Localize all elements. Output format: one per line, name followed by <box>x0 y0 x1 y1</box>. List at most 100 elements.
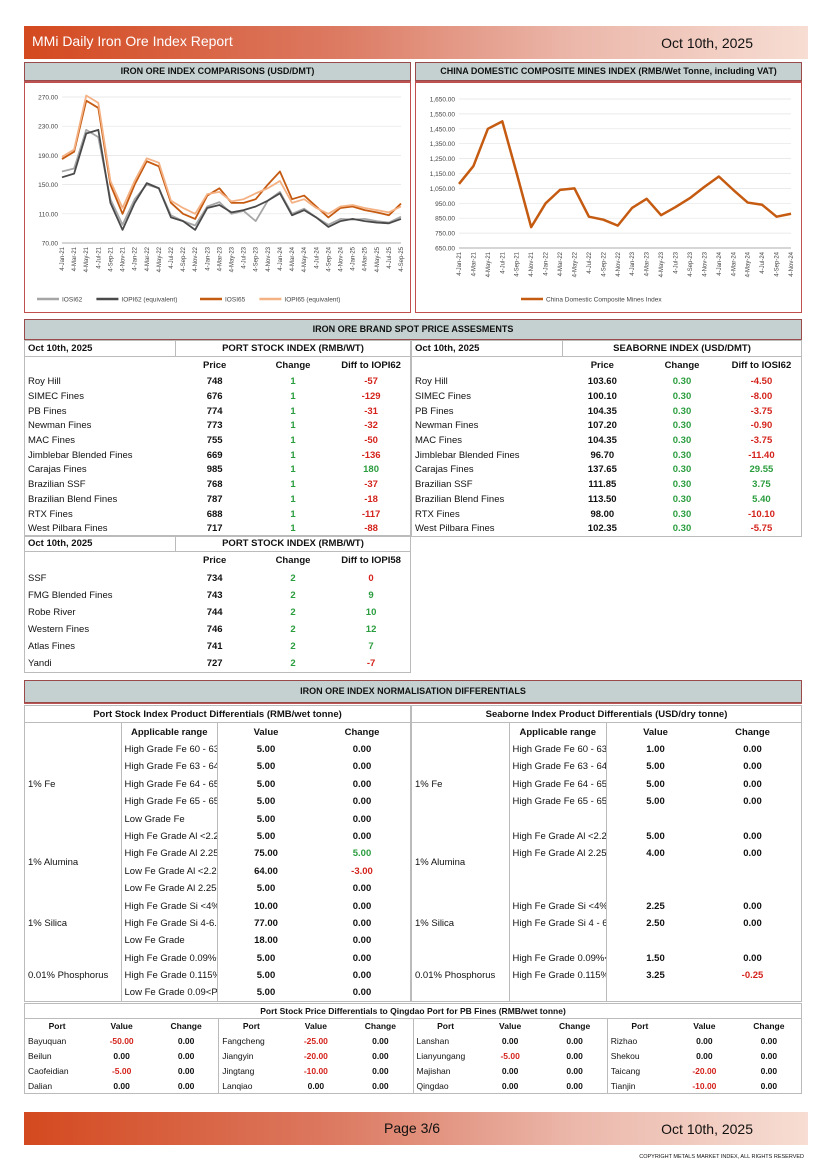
brand-name: FMG Blended Fines <box>28 589 113 601</box>
price: 669 <box>206 449 223 461</box>
change: -0.25 <box>741 970 764 982</box>
column-header: Change <box>275 360 311 372</box>
price: 100.10 <box>587 391 617 403</box>
port-stock-brand-table: Oct 10th, 2025 PORT STOCK INDEX (RMB/WT) P… <box>24 340 411 537</box>
left-chart-title: IRON ORE INDEX COMPARISONS (USD/DMT) <box>24 62 411 81</box>
value: 1.00 <box>646 744 665 756</box>
table-row: Low Fe Grade Al <2.25% 64.00 -3.00 <box>25 862 411 881</box>
port-name: Lanshan <box>412 1033 478 1049</box>
table-row: PB Fines 104.35 0.30 -3.75 <box>412 404 802 419</box>
column-header: Change <box>364 1021 396 1032</box>
change: 1 <box>290 391 296 403</box>
table-row: Newman Fines 773 1 -32 <box>25 419 411 434</box>
brand-name: PB Fines <box>415 405 454 417</box>
table-row: Low Grade Fe 5.00 0.00 <box>25 810 411 828</box>
diff: -31 <box>364 405 378 417</box>
change <box>704 810 802 827</box>
applicable-range: Low Fe Grade Al 2.25-4% <box>120 880 218 898</box>
table-row: Brazilian SSF 768 1 -37 <box>25 477 411 492</box>
change: 1 <box>290 493 296 505</box>
port-name: Bayuquan <box>28 1036 67 1046</box>
table-row: FMG Blended Fines 743 2 9 <box>25 587 411 604</box>
price: 768 <box>206 479 223 491</box>
brand-name: RTX Fines <box>28 508 73 520</box>
column-header: Value <box>499 1021 522 1032</box>
legend-label: IOSI62 <box>62 297 83 304</box>
change <box>704 984 802 1001</box>
y-tick-label: 1,250.00 <box>430 156 456 163</box>
price: 773 <box>206 420 223 432</box>
port-name: Majishan <box>412 1063 478 1079</box>
diff: 180 <box>363 464 379 476</box>
value: 4.00 <box>646 848 665 860</box>
x-tick-label: 4-Sep-23 <box>254 246 260 271</box>
x-tick-label: 4-Mar-21 <box>471 251 477 276</box>
value <box>607 880 705 897</box>
port-name: Jiangyin <box>218 1048 284 1064</box>
value: 75.00 <box>254 848 278 860</box>
change: 0.00 <box>743 761 762 773</box>
price: 96.70 <box>590 449 615 461</box>
brand-name: West Pilbara Fines <box>28 522 108 534</box>
port-change: 0.00 <box>372 1036 389 1046</box>
table-row: High Grade Fe 65 - 65.5% 5.00 0.00 <box>25 793 411 811</box>
port-value: -25.00 <box>303 1036 328 1046</box>
price: 137.65 <box>587 464 617 476</box>
series-line <box>61 99 402 220</box>
table-row: 1% Silica High Fe Grade Si <4% 10.00 0.00 <box>24 897 411 950</box>
value <box>607 984 705 1001</box>
applicable-range <box>508 810 607 828</box>
diff: -3.75 <box>750 435 773 447</box>
applicable-range: High Grade Fe 63 - 64% <box>120 758 218 776</box>
table-row: High Grade Fe 64 - 65% 5.00 0.00 <box>412 775 802 794</box>
price: 727 <box>206 658 223 670</box>
x-tick-label: 4-Sep-22 <box>601 251 607 276</box>
value: 5.00 <box>256 813 276 825</box>
table-row: Yandi 727 2 -7 <box>25 655 411 672</box>
price: 755 <box>206 435 223 447</box>
series-line <box>61 128 402 231</box>
port-change: 0.00 <box>177 1051 195 1061</box>
brand-name: RTX Fines <box>415 508 460 520</box>
price: 103.60 <box>587 376 617 388</box>
iron-ore-comparison-chart: 70.00 110.00 150.00 190.00 230.00 270.00 4-Jan… <box>24 82 411 313</box>
change: 0.30 <box>672 405 692 417</box>
value: 5.00 <box>646 831 665 843</box>
diff: -32 <box>364 420 378 432</box>
x-tick-label: 4-Sep-24 <box>775 251 781 276</box>
table-row <box>412 932 802 950</box>
report-footer: Page 3/6 Oct 10th, 2025 <box>24 1112 808 1145</box>
price: 107.20 <box>587 420 617 432</box>
price: 102.35 <box>587 522 617 534</box>
port-change: 0.00 <box>566 1036 583 1046</box>
change: 2 <box>290 606 296 618</box>
change: 0.30 <box>672 522 692 534</box>
value: 5.00 <box>256 883 276 895</box>
table-row: Roy Hill 748 1 -57 <box>25 375 411 390</box>
x-tick-label: 4-Jan-24 <box>717 251 723 275</box>
table-date: Oct 10th, 2025 <box>24 340 176 357</box>
change: 1 <box>290 508 296 520</box>
port-name: Beilun <box>28 1051 52 1061</box>
port-value: 0.00 <box>113 1080 130 1091</box>
change: 0.00 <box>352 831 372 843</box>
change: 0.30 <box>672 391 692 403</box>
price: 98.00 <box>590 508 615 520</box>
table-row: High Fe Grade Si 4 - 6.5% 2.50 0.00 <box>412 914 802 933</box>
diff: -136 <box>361 449 381 461</box>
brand-name: Brazilian Blend Fines <box>28 493 118 505</box>
column-header: Change <box>559 1021 591 1032</box>
change: 5.00 <box>352 848 372 860</box>
applicable-range: High Fe Grade Al <2.25% <box>120 827 218 846</box>
change <box>704 880 802 897</box>
y-tick-label: 1,050.00 <box>430 186 456 193</box>
price: 676 <box>206 391 223 403</box>
value: 3.25 <box>646 970 665 982</box>
copyright: COPYRIGHT METALS MARKET INDEX, ALL RIGHT… <box>639 1154 804 1160</box>
applicable-range: High Fe Grade Si 4 - 6.5% <box>508 914 607 933</box>
x-tick-label: 4-Jan-21 <box>60 246 66 270</box>
table-row <box>412 880 802 898</box>
table-row: SIMEC Fines 100.10 0.30 -8.00 <box>412 389 802 404</box>
brand-name: SIMEC Fines <box>28 391 84 403</box>
change: 1 <box>290 479 296 491</box>
